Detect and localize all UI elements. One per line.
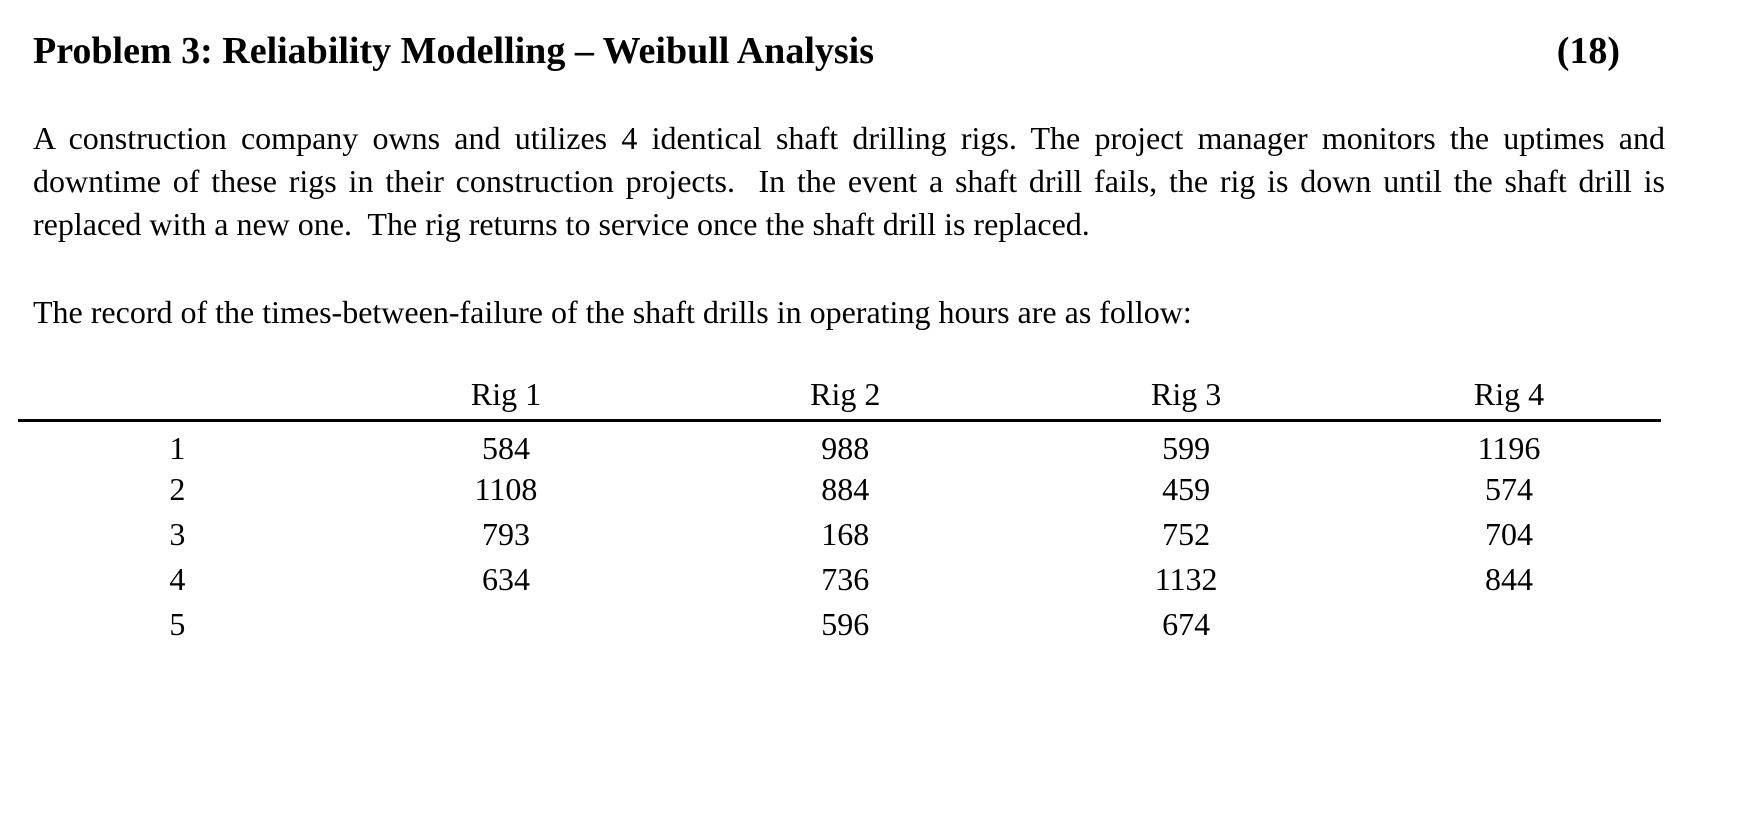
cell-rig4: 1196 <box>1477 429 1541 466</box>
cell-rig1: 793 <box>481 515 530 552</box>
cell-rig1: 1108 <box>474 470 538 507</box>
cell-rig4: 704 <box>1485 515 1533 552</box>
table-row: 3 793 168 752 704 <box>18 512 1661 557</box>
row-label: 4 <box>169 560 186 597</box>
header-rig-3: Rig 3 <box>1015 375 1358 422</box>
cell-rig3: 752 <box>1162 515 1211 552</box>
intro-paragraph: A construction company owns and utilizes… <box>33 119 1673 242</box>
cell-rig2: 988 <box>821 429 870 466</box>
cell-rig3: 1132 <box>1154 560 1218 597</box>
problem-points: (18) <box>1556 30 1620 72</box>
header-rig-1: Rig 1 <box>336 375 676 422</box>
header-rig-4: Rig 4 <box>1357 375 1661 422</box>
row-label: 2 <box>169 470 186 507</box>
cell-rig3: 674 <box>1162 605 1211 642</box>
table-row: 2 1108 884 459 574 <box>18 467 1661 512</box>
cell-rig2: 168 <box>821 515 870 552</box>
failure-times-table: Rig 1 Rig 2 Rig 3 Rig 4 1 584 988 599 11… <box>18 375 1661 647</box>
cell-rig4: 844 <box>1485 560 1533 597</box>
cell-rig2: 596 <box>821 605 870 642</box>
cell-rig1: 634 <box>481 560 530 597</box>
cell-rig4 <box>1357 602 1661 647</box>
table-row: 4 634 736 1132 844 <box>18 557 1661 602</box>
cell-rig2: 736 <box>821 560 870 597</box>
table-row: 1 584 988 599 1196 <box>18 420 1661 467</box>
cell-rig2: 884 <box>821 470 870 507</box>
problem-title: Problem 3: Reliability Modelling – Weibu… <box>33 30 875 72</box>
table-row: 5 596 674 <box>18 602 1661 647</box>
row-label: 1 <box>169 429 186 466</box>
table-intro-paragraph: The record of the times-between-failure … <box>33 293 1192 330</box>
cell-rig3: 459 <box>1162 470 1211 507</box>
problem-heading: Problem 3: Reliability Modelling – Weibu… <box>33 30 1620 74</box>
row-label: 5 <box>169 605 186 642</box>
cell-rig4: 574 <box>1485 470 1533 507</box>
cell-rig1: 584 <box>481 429 530 466</box>
row-label: 3 <box>169 515 186 552</box>
document-page: Problem 3: Reliability Modelling – Weibu… <box>0 30 1754 816</box>
header-blank <box>18 375 337 422</box>
cell-rig3: 599 <box>1162 429 1211 466</box>
cell-rig1 <box>337 602 675 647</box>
table-header-row: Rig 1 Rig 2 Rig 3 Rig 4 <box>18 375 1661 422</box>
header-rig-2: Rig 2 <box>675 375 1016 422</box>
